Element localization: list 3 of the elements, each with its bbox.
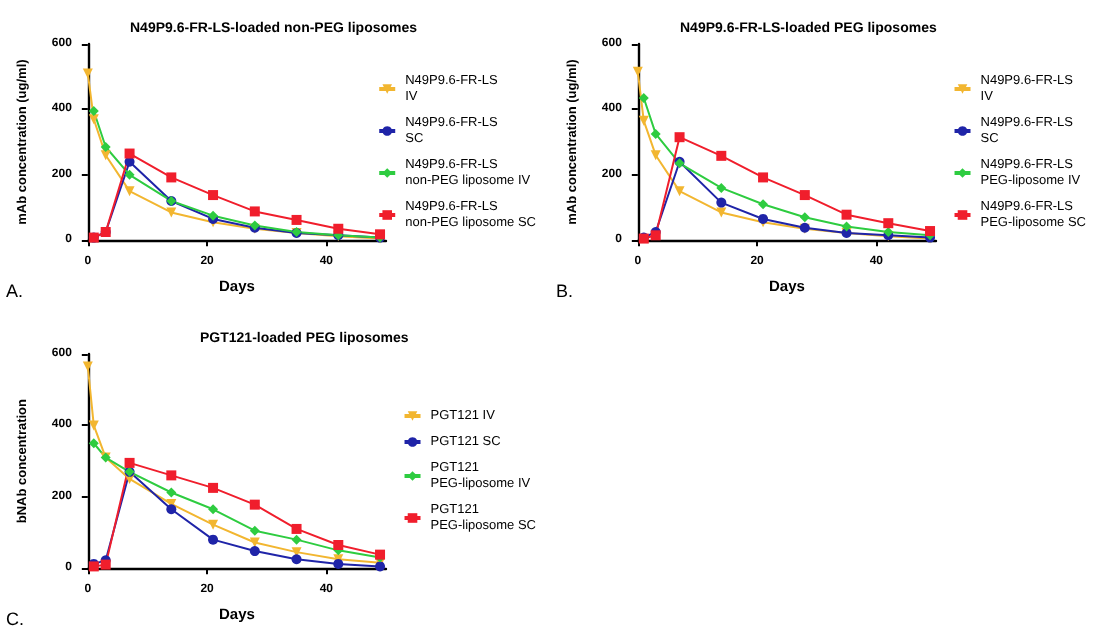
text: C. <box>6 609 24 629</box>
text: A. <box>6 281 24 301</box>
text: B. <box>556 281 574 301</box>
